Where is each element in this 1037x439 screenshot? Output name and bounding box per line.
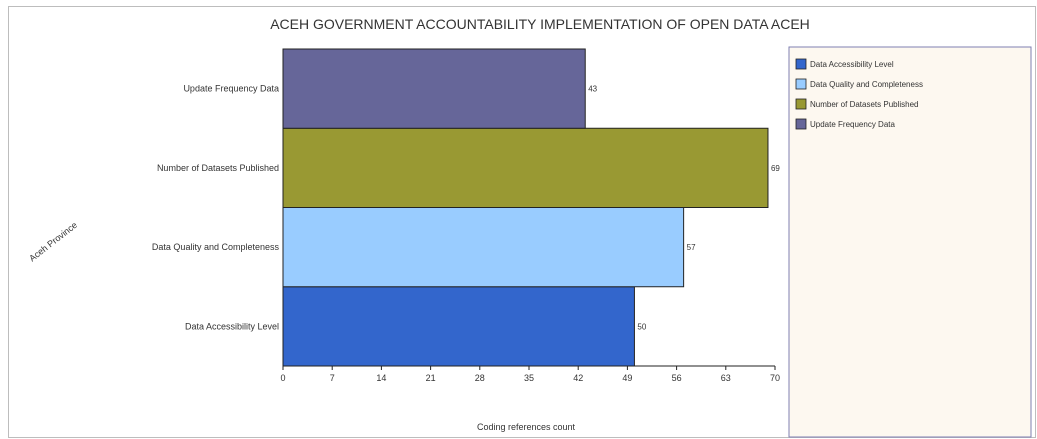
value-label-number-of-datasets-published: 69: [771, 164, 780, 173]
legend-swatch-update-frequency-data: [795, 118, 807, 130]
x-tick-label: 63: [721, 373, 731, 383]
legend-swatch-data-quality-and-completeness: [795, 78, 807, 90]
chart-title: ACEH GOVERNMENT ACCOUNTABILITY IMPLEMENT…: [270, 16, 810, 32]
category-label-number-of-datasets-published: Number of Datasets Published: [157, 163, 279, 173]
x-tick-label: 70: [770, 373, 780, 383]
legend: Data Accessibility Level Data Quality and…: [788, 46, 1032, 438]
x-tick-label: 21: [426, 373, 436, 383]
x-tick-label: 14: [376, 373, 386, 383]
x-tick-label: 56: [672, 373, 682, 383]
bar-update-frequency-data: [282, 48, 586, 129]
x-tick-label: 35: [524, 373, 534, 383]
legend-label-number-of-datasets-published: Number of Datasets Published: [810, 100, 919, 109]
x-axis-title: Coding references count: [477, 422, 576, 432]
x-tick-label: 0: [280, 373, 285, 383]
category-label-data-accessibility-level: Data Accessibility Level: [185, 321, 279, 331]
bar-chart: ACEH GOVERNMENT ACCOUNTABILITY IMPLEMENT…: [27, 16, 1032, 438]
value-labels-layer: 50 57 69 43: [588, 85, 780, 332]
category-label-data-quality-and-completeness: Data Quality and Completeness: [152, 242, 280, 252]
x-axis: 0 7 14 21 28 35 42 49 56 63 70: [280, 49, 780, 383]
bars-layer: [282, 48, 769, 367]
value-label-data-quality-and-completeness: 57: [687, 243, 696, 252]
x-tick-label: 28: [475, 373, 485, 383]
x-tick-label: 7: [330, 373, 335, 383]
value-label-update-frequency-data: 43: [588, 85, 597, 94]
category-labels-layer: Data Accessibility Level Data Quality and…: [152, 84, 280, 332]
bar-data-quality-and-completeness: [282, 207, 685, 288]
bar-data-accessibility-level: [282, 286, 635, 367]
y-axis-title: Aceh Province: [27, 220, 79, 264]
legend-swatch-number-of-datasets-published: [795, 98, 807, 110]
bar-number-of-datasets-published: [282, 127, 769, 208]
legend-label-update-frequency-data: Update Frequency Data: [810, 120, 895, 129]
x-tick-label: 49: [622, 373, 632, 383]
category-label-update-frequency-data: Update Frequency Data: [183, 84, 279, 94]
legend-swatch-data-accessibility-level: [795, 58, 807, 70]
x-tick-label: 42: [573, 373, 583, 383]
value-label-data-accessibility-level: 50: [637, 322, 646, 331]
legend-label-data-accessibility-level: Data Accessibility Level: [810, 60, 894, 69]
legend-box: [788, 46, 1032, 438]
legend-label-data-quality-and-completeness: Data Quality and Completeness: [810, 80, 923, 89]
chart-frame: ACEH GOVERNMENT ACCOUNTABILITY IMPLEMENT…: [8, 6, 1036, 438]
